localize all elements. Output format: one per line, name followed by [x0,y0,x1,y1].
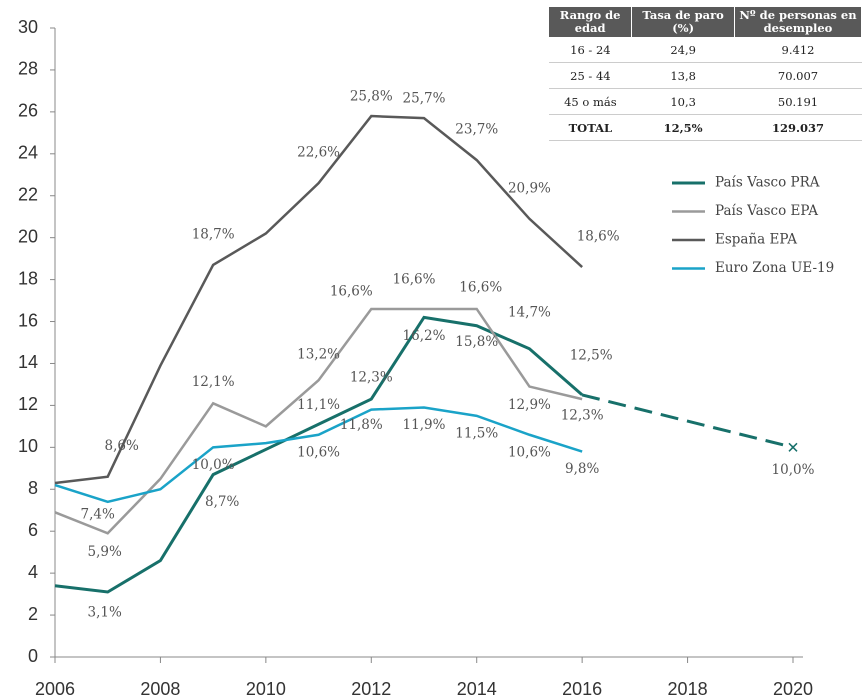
data-label: 11,8% [340,417,383,433]
x-tick-label: 2012 [351,679,391,697]
y-tick-label: 30 [18,17,38,37]
x-tick-label: 2016 [562,679,602,697]
data-label: 12,3% [350,370,393,386]
x-tick-label: 2018 [668,679,708,697]
table-header: Rango de edad Tasa de paro (%) Nº de per… [549,7,862,37]
series-line [54,307,583,535]
legend-label: España EPA [715,232,797,248]
projection-line [581,393,794,449]
data-label: 11,9% [403,417,446,433]
y-tick-label: 8 [28,478,38,498]
y-tick-label: 10 [18,436,38,456]
legend-label: País Vasco EPA [715,203,818,219]
data-label: 23,7% [455,122,498,138]
data-label: 3,1% [88,605,122,621]
data-label: 16,6% [330,283,373,299]
table-cell: 129.037 [734,114,862,141]
x-tick-label: 2020 [773,679,813,697]
data-label: 8,6% [105,438,139,454]
table-cell: 13,8 [631,62,735,89]
data-label: 11,5% [455,425,498,441]
data-label: 25,8% [350,89,393,105]
header-cell: Tasa de paro (%) [631,7,736,37]
y-tick-label: 24 [18,143,38,163]
y-tick-label: 26 [18,101,38,121]
data-label: 16,6% [393,271,436,287]
y-tick-label: 12 [18,394,38,414]
data-label: 12,3% [561,408,604,424]
y-tick-label: 2 [28,604,38,624]
data-label: 9,8% [565,461,599,477]
y-tick-label: 16 [18,310,38,330]
header-cell: Rango de edad [549,7,633,37]
data-label: 20,9% [508,180,551,196]
data-label: 8,7% [205,494,239,510]
table-cell: 25 - 44 [549,62,632,89]
header-cell: Nº de personas en desempleo [734,7,862,37]
y-tick-label: 18 [18,268,38,288]
table-row: TOTAL 12,5% 129.037 [549,114,862,141]
x-tick-label: 2008 [140,679,180,697]
data-label: 7,4% [81,506,115,522]
data-label: 10,0% [772,462,815,478]
y-tick-label: 14 [18,352,38,372]
summary-table: Rango de edad Tasa de paro (%) Nº de per… [549,7,862,141]
legend-label: Euro Zona UE-19 [715,260,834,276]
table-cell: 24,9 [631,37,735,63]
table-cell: 9.412 [734,37,862,63]
data-label: 18,7% [192,226,235,242]
y-tick-label: 20 [18,226,38,246]
y-tick-label: 4 [28,562,38,582]
data-label: 15,8% [455,334,498,350]
data-label: 5,9% [88,544,122,560]
table-cell: 45 o más [549,88,632,115]
table-row: 16 - 24 24,9 9.412 [549,37,862,63]
data-label: 22,6% [297,145,340,161]
table-cell: 70.007 [734,62,862,89]
table-cell: 10,3 [631,88,735,115]
x-tick-label: 2010 [246,679,286,697]
data-label: 12,5% [570,347,613,363]
table-row: 45 o más 10,3 50.191 [549,88,862,115]
data-label: 25,7% [403,91,446,107]
x-tick-label: 2014 [457,679,497,697]
table-cell: 50.191 [734,88,862,115]
table-cell: TOTAL [549,114,632,141]
y-tick-label: 28 [18,59,38,79]
data-label: 12,1% [192,374,235,390]
series-line [54,114,583,485]
data-label: 16,6% [459,279,502,295]
data-label: 10,6% [508,444,551,460]
data-label: 12,9% [508,397,551,413]
table-cell: 12,5% [631,114,735,141]
y-tick-label: 0 [28,646,38,666]
data-label: 10,6% [297,444,340,460]
x-tick-label: 2006 [35,679,75,697]
data-label: 11,1% [297,397,340,413]
series-line [54,406,583,504]
data-label: 14,7% [508,304,551,320]
projection-marker [788,442,798,452]
table-row: 25 - 44 13,8 70.007 [549,62,862,89]
legend-label: País Vasco PRA [715,175,820,191]
table-cell: 16 - 24 [549,37,632,63]
data-label: 16,2% [403,328,446,344]
y-tick-label: 6 [28,520,38,540]
data-label: 13,2% [297,347,340,363]
data-label: 18,6% [577,229,620,245]
data-label: 10,0% [192,457,235,473]
y-tick-label: 22 [18,184,38,204]
